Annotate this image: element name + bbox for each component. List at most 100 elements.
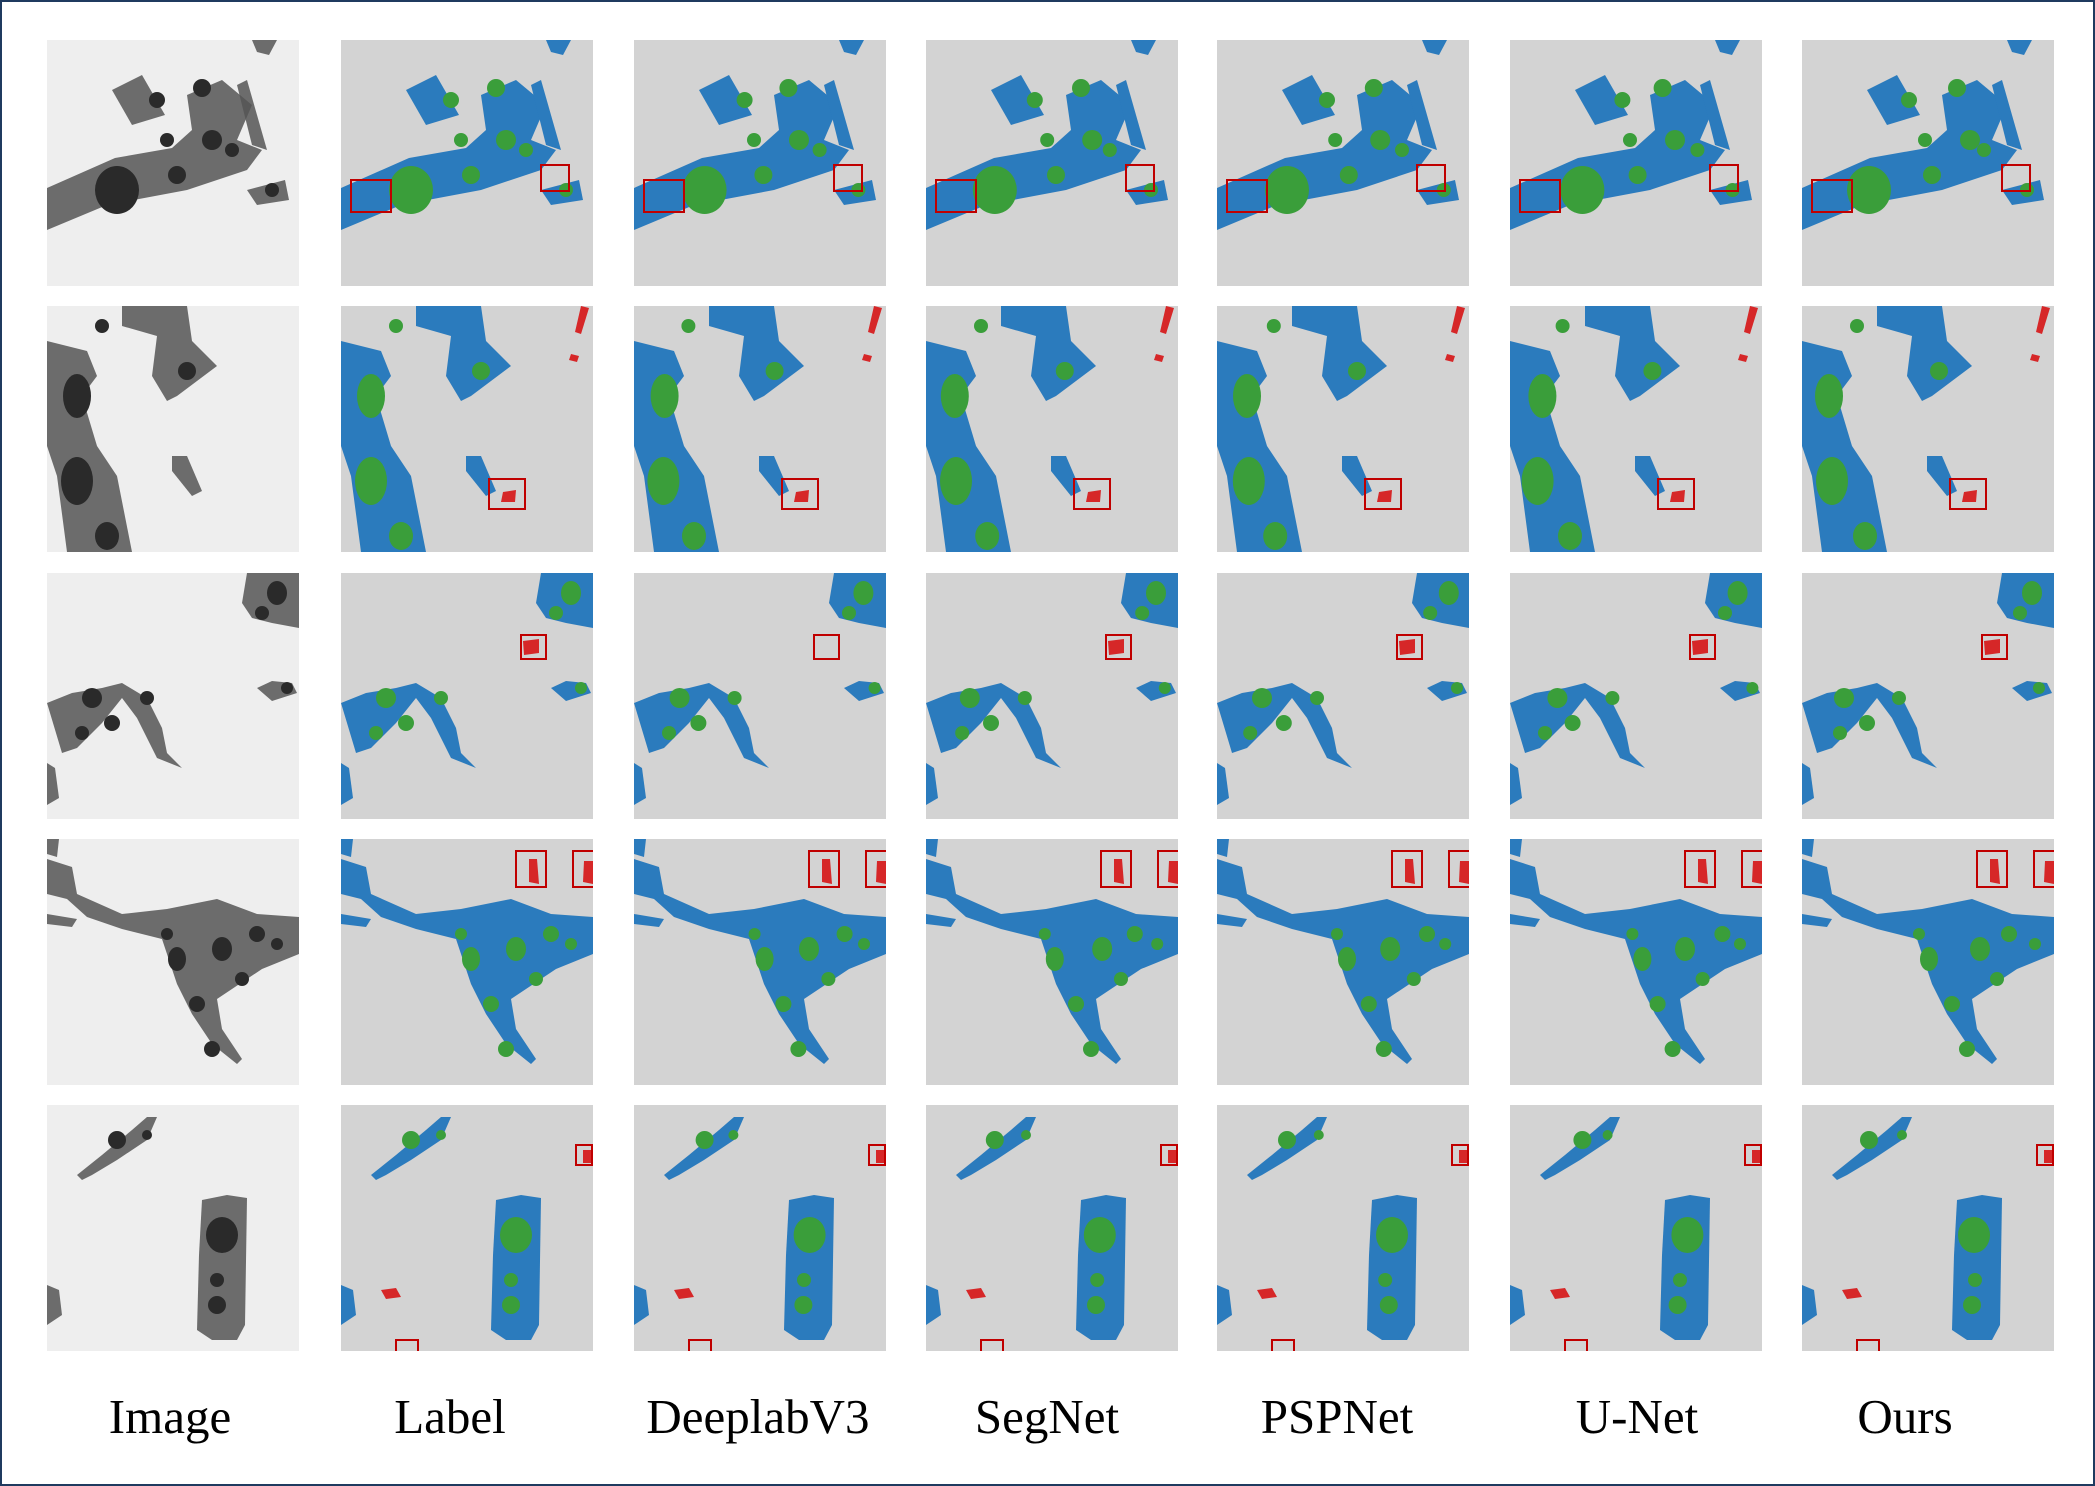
image-dark-region	[237, 80, 267, 150]
segmentation-mask	[634, 306, 886, 552]
green-class-region	[1380, 937, 1401, 961]
green-class-region	[1114, 972, 1128, 986]
green-class-region	[1017, 691, 1032, 705]
green-class-region	[1930, 362, 1948, 380]
blue-class-region	[1867, 75, 1920, 125]
blue-class-region	[546, 40, 571, 55]
image-darker-spot	[95, 522, 119, 550]
blue-class-region	[531, 80, 561, 150]
input-image	[47, 573, 299, 819]
green-class-region	[1068, 996, 1084, 1012]
blue-class-region	[1131, 40, 1156, 55]
segmentation-mask	[926, 839, 1178, 1085]
red-class-region	[1738, 354, 1748, 362]
image-dark-region	[47, 763, 59, 805]
cell-segnet-row-2	[926, 306, 1178, 552]
green-class-region	[1423, 606, 1438, 620]
green-class-region	[754, 166, 773, 184]
segmentation-mask	[341, 839, 593, 1085]
red-class-region	[381, 1288, 401, 1299]
cell-deeplabv3-row-2	[634, 306, 886, 552]
green-class-region	[398, 715, 414, 731]
image-darker-spot	[204, 1041, 220, 1057]
green-class-region	[1521, 457, 1554, 505]
cell-unet-row-1	[1510, 40, 1762, 286]
cell-label-row-3	[341, 573, 593, 819]
green-class-region	[436, 1130, 446, 1140]
green-class-region	[669, 688, 690, 708]
green-class-region	[727, 691, 742, 705]
red-class-region	[1405, 859, 1415, 884]
blue-class-region	[341, 839, 353, 857]
green-class-region	[1633, 947, 1652, 971]
segmentation-mask	[1217, 306, 1469, 552]
green-class-region	[1378, 1273, 1393, 1287]
highlight-box	[540, 164, 570, 192]
green-class-region	[1310, 691, 1324, 705]
green-class-region	[1990, 972, 2004, 986]
green-class-region	[1438, 581, 1459, 605]
red-class-region	[1114, 859, 1124, 884]
green-class-region	[1375, 1041, 1392, 1057]
green-class-region	[1853, 522, 1877, 550]
green-class-region	[1021, 1130, 1031, 1140]
image-darker-spot	[210, 1273, 224, 1287]
segmentation-mask	[341, 1105, 593, 1351]
blue-class-region	[926, 914, 956, 927]
green-class-region	[1047, 166, 1065, 184]
green-class-region	[369, 726, 383, 740]
blue-class-region	[1802, 683, 1937, 768]
green-class-region	[389, 166, 433, 214]
green-class-region	[682, 166, 727, 214]
green-class-region	[1944, 996, 1960, 1012]
green-class-region	[1102, 143, 1117, 157]
cell-ours-row-5	[1802, 1105, 2054, 1351]
green-class-region	[1360, 996, 1377, 1012]
green-class-region	[736, 92, 753, 108]
blue-class-region	[634, 839, 646, 857]
image-darker-spot	[82, 688, 102, 708]
red-class-region	[583, 1150, 593, 1163]
background-class	[926, 1105, 1178, 1351]
green-class-region	[1847, 166, 1891, 214]
image-dark-region	[172, 456, 202, 496]
highlight-box	[575, 1144, 593, 1166]
cell-label-row-5	[341, 1105, 593, 1351]
green-class-region	[575, 682, 587, 694]
green-class-region	[1959, 1041, 1975, 1057]
green-class-region	[1395, 143, 1409, 157]
green-class-region	[975, 522, 1000, 550]
red-class-region	[1160, 306, 1174, 334]
green-class-region	[1151, 938, 1164, 950]
green-class-region	[681, 319, 696, 333]
green-class-region	[1072, 79, 1090, 97]
background-class	[1510, 1105, 1762, 1351]
green-class-region	[1263, 522, 1288, 550]
green-class-region	[500, 1217, 532, 1253]
green-class-region	[1653, 79, 1672, 97]
red-class-region	[1459, 1150, 1469, 1163]
highlight-box	[1856, 1339, 1880, 1351]
red-class-region	[876, 861, 886, 884]
green-class-region	[1960, 130, 1980, 150]
green-class-region	[487, 79, 505, 97]
blue-class-region	[1802, 839, 1814, 857]
red-class-region	[1168, 1150, 1178, 1163]
image-darker-spot	[189, 996, 205, 1012]
blue-class-region	[1700, 80, 1730, 150]
green-class-region	[496, 130, 516, 150]
highlight-box	[980, 1339, 1004, 1351]
green-class-region	[1690, 143, 1705, 157]
green-class-region	[1266, 319, 1281, 333]
blue-class-region	[1715, 40, 1740, 55]
highlight-box	[781, 478, 819, 510]
green-class-region	[972, 166, 1017, 214]
green-class-region	[695, 1131, 714, 1149]
highlight-box	[1657, 478, 1695, 510]
green-class-region	[355, 457, 387, 505]
segmentation-mask	[1217, 573, 1469, 819]
blue-class-region	[1510, 839, 1522, 857]
blue-class-region	[1217, 914, 1247, 927]
green-class-region	[983, 715, 999, 731]
highlight-box	[1744, 1144, 1762, 1166]
